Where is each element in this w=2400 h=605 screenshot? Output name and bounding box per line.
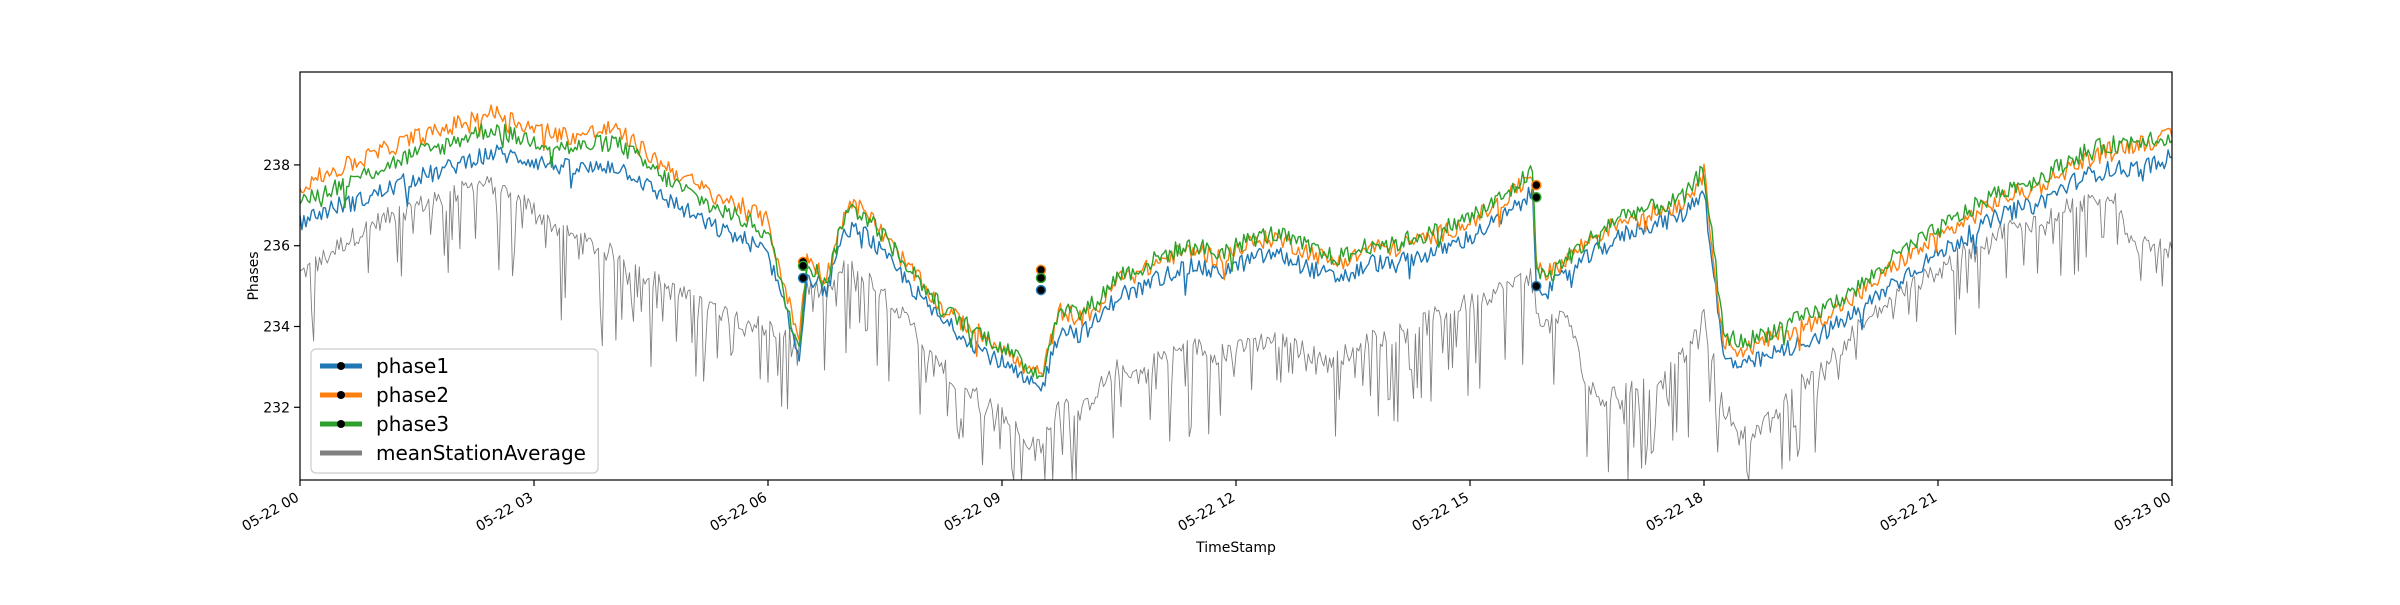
legend-marker-phase1 [337, 362, 345, 370]
legend-label-meanStationAverage: meanStationAverage [376, 441, 586, 465]
series-line-phase2 [299, 104, 2173, 378]
marker-phase1-1 [1035, 284, 1047, 296]
x-axis-label: TimeStamp [1195, 540, 1276, 556]
y-axis-ticks: 232 234 236 238 [263, 158, 300, 416]
marker-phase3-2 [1531, 191, 1542, 203]
legend: phase1 phase2 phase3 meanStationAverage [310, 348, 599, 474]
legend-label-phase1: phase1 [376, 354, 449, 378]
y-tick-label: 238 [263, 158, 290, 174]
marker-phase3-1 [1035, 272, 1047, 284]
legend-label-phase2: phase2 [376, 383, 449, 407]
marker-layer [797, 179, 1542, 296]
y-tick-label: 234 [263, 319, 290, 335]
y-tick-label: 232 [263, 400, 290, 416]
marker-phase2-2 [1531, 179, 1542, 191]
y-tick-label: 236 [263, 239, 290, 255]
series-layer [299, 104, 2173, 481]
legend-marker-phase3 [337, 420, 345, 428]
marker-phase1-2 [1531, 280, 1542, 292]
series-line-phase3 [299, 123, 2173, 380]
series-line-meanStationAverage [299, 175, 2173, 481]
legend-label-phase3: phase3 [376, 412, 449, 436]
marker-phase1-0 [797, 272, 809, 284]
legend-box [310, 348, 599, 474]
series-line-phase1 [299, 144, 2173, 392]
legend-marker-phase2 [337, 391, 345, 399]
y-axis-label: Phases [246, 251, 262, 300]
marker-phase3-0 [797, 260, 809, 272]
